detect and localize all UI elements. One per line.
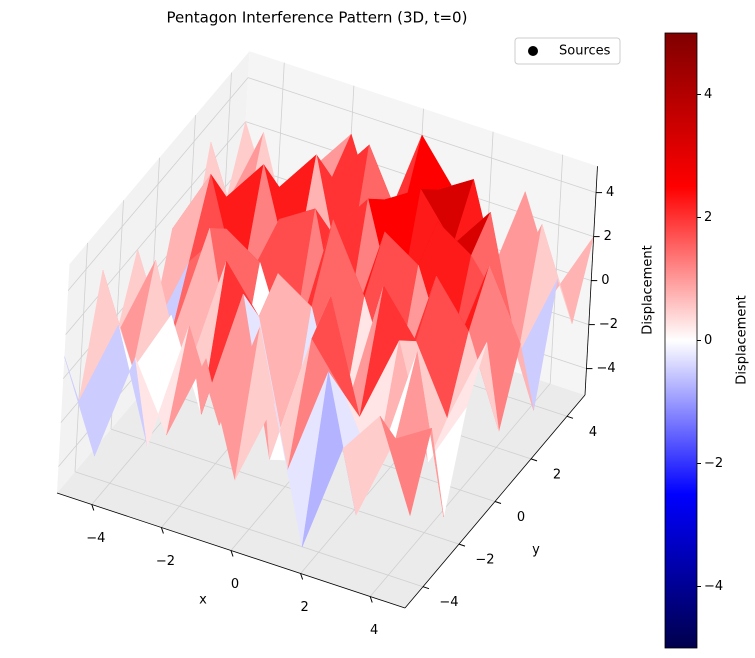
chart-title: Pentagon Interference Pattern (3D, t=0): [167, 9, 468, 27]
z-tick-label: −4: [596, 361, 615, 376]
colorbar-tick-label: −2: [704, 456, 723, 471]
y-tick-label: −2: [475, 553, 494, 568]
x-tick: [300, 573, 304, 580]
colorbar-label: Displacement: [735, 295, 750, 384]
y-tick: [530, 458, 538, 462]
colorbar-tick-label: 2: [704, 210, 712, 225]
x-tick-label: −4: [86, 531, 105, 546]
legend: Sources: [514, 37, 621, 65]
y-tick-label: 0: [517, 510, 525, 525]
y-tick-label: −4: [439, 595, 458, 610]
colorbar-tick-label: 0: [704, 333, 712, 348]
axis-line: [584, 166, 598, 396]
colorbar-tick-label: −4: [704, 579, 723, 594]
x-tick-label: 0: [231, 577, 239, 592]
z-tick-label: 4: [606, 185, 614, 200]
legend-label: Sources: [559, 44, 611, 59]
z-tick-label: 0: [601, 273, 609, 288]
grid-line: [67, 77, 249, 291]
x-axis-label: x: [199, 593, 207, 608]
grid-line: [110, 428, 460, 545]
y-tick: [566, 415, 574, 419]
z-tick-label: −2: [599, 317, 618, 332]
x-tick-label: 2: [300, 600, 308, 615]
x-tick: [91, 504, 95, 511]
axis-line: [404, 394, 586, 609]
x-tick: [160, 527, 164, 534]
legend-box: [514, 37, 621, 65]
z-axis-label: Displacement: [641, 245, 656, 334]
plot-area: [57, 51, 598, 608]
legend-marker: [528, 46, 538, 56]
grid-line: [65, 121, 246, 335]
y-tick: [494, 501, 502, 504]
y-axis-label: y: [532, 543, 540, 558]
surface-patch: [379, 415, 432, 517]
colorbar-tick-label: 4: [704, 87, 712, 102]
y-tick-label: 4: [589, 425, 597, 440]
grid-line: [74, 471, 424, 588]
y-tick: [458, 543, 466, 547]
x-tick-label: 4: [370, 623, 378, 638]
x-tick-label: −2: [156, 554, 175, 569]
colorbar-ticks: −4 −2 0 2 4: [697, 87, 723, 594]
colorbar: [664, 32, 698, 649]
y-tick: [422, 586, 430, 590]
y-tick-label: 2: [553, 467, 561, 482]
x-tick: [369, 596, 373, 603]
z-tick-label: 2: [604, 229, 612, 244]
axis-line: [56, 492, 406, 609]
x-tick: [230, 550, 234, 557]
